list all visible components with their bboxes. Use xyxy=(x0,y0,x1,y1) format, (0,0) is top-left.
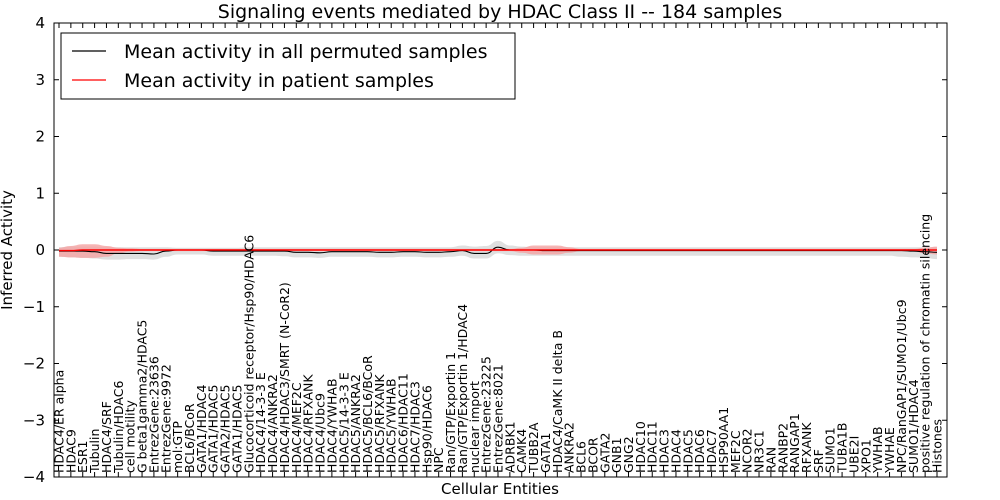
x-tick-label: SUMO1 xyxy=(823,427,838,473)
x-tick-label: HDAC3 xyxy=(657,429,672,473)
patient-spread-band xyxy=(59,244,937,258)
x-tick-label: EntrezGene:23636 xyxy=(146,356,161,473)
y-tick-label: −2 xyxy=(23,355,45,373)
x-tick-label: GATA1/HDAC4 xyxy=(194,384,209,473)
x-tick-label: CAMK4 xyxy=(514,429,529,473)
x-tick-label: HDAC5 xyxy=(680,429,695,473)
x-tick-label: RANGAP1 xyxy=(787,413,802,473)
x-tick-label: MEF2C xyxy=(728,430,743,473)
x-tick-label: ANKRA2 xyxy=(562,422,577,473)
x-tick-label: HDAC4/HDAC3/SMRT (N-CoR2) xyxy=(277,282,292,473)
x-tick-label: Ran/GTP/Exportin 1 xyxy=(443,352,458,473)
x-tick-label: HDAC7/HDAC3 xyxy=(407,381,422,473)
x-tick-label: HDAC4/ANKRA2 xyxy=(265,374,280,473)
x-tick-label: HDAC4/YWHAB xyxy=(324,378,339,473)
x-tick-label: Glucocorticoid receptor/Hsp90/HDAC6 xyxy=(241,235,256,473)
x-tick-label: HDAC4/RFXANK xyxy=(301,374,316,473)
x-tick-label: HDAC5/YWHAB xyxy=(384,378,399,473)
x-tick-label: HDAC4/SRF xyxy=(99,401,114,473)
x-tick-label: GATA1/HDAC5 xyxy=(206,385,221,473)
y-tick-label: −3 xyxy=(23,411,45,429)
x-tick-label: HDAC4/ER alpha xyxy=(52,370,67,473)
legend: Mean activity in all permuted samples Me… xyxy=(60,32,516,100)
y-axis-label: Inferred Activity xyxy=(0,190,16,310)
x-tick-label: HDAC6 xyxy=(692,429,707,473)
x-tick-label: GATA2 xyxy=(597,433,612,473)
x-axis-label: Cellular Entities xyxy=(441,480,559,498)
x-tick-label: YWHAB xyxy=(870,426,885,474)
x-tick-label: Ran/GTP/Exportin 1/HDAC4 xyxy=(455,304,470,473)
x-tick-label: HDAC4/CaMK II delta B xyxy=(550,330,565,473)
x-tick-label: HDAC4/Ubc9 xyxy=(313,393,328,473)
patient-mean-line xyxy=(59,249,937,252)
x-tick-label: NCOR2 xyxy=(740,428,755,473)
y-axis: −4 −3 −2 −1 0 1 2 3 4 xyxy=(23,14,947,486)
x-tick-label: BCOR xyxy=(585,437,600,473)
x-tick-label: HSP90AA1 xyxy=(716,407,731,473)
x-tick-label: YWHAE xyxy=(882,427,897,474)
x-tick-label: ESR1 xyxy=(75,441,90,473)
x-tick-label: HDAC5/14-3-3 E xyxy=(336,372,351,473)
y-tick-label: 3 xyxy=(35,71,45,89)
y-tick-label: 2 xyxy=(35,128,45,146)
x-tick-label: EntrezGene:8021 xyxy=(491,364,506,473)
x-tick-label: HDAC5/ANKRA2 xyxy=(348,374,363,473)
x-tick-label: ADRBK1 xyxy=(502,421,517,473)
series-lines xyxy=(58,246,938,255)
chart-title: Signaling events mediated by HDAC Class … xyxy=(218,1,782,23)
x-tick-label: NPC/RanGAP1/SUMO1/Ubc9 xyxy=(894,299,909,473)
x-tick-label: HDAC7 xyxy=(704,429,719,473)
x-tick-label: HDAC4 xyxy=(668,429,683,473)
x-tick-label: GATA2/HDAC5 xyxy=(218,385,233,473)
x-tick-label: GATA1/HDAC5 xyxy=(229,385,244,473)
x-tick-label: RAN xyxy=(763,447,778,473)
x-tick-label: NPC xyxy=(431,447,446,473)
x-tick-label: SUMO1/HDAC4 xyxy=(906,379,921,473)
x-tick-label: mol:GTP xyxy=(170,421,185,473)
x-tick-label: BCL6/BCoR xyxy=(182,403,197,473)
x-tick-label: TUBB2A xyxy=(526,422,541,474)
y-tick-label: −1 xyxy=(23,298,45,316)
legend-label-patient: Mean activity in patient samples xyxy=(124,70,434,92)
x-tick-label: HDAC5/BCL6/BCoR xyxy=(360,355,375,473)
y-tick-label: 4 xyxy=(35,14,45,32)
x-axis: HDAC4/ER alphaHDAC9ESR1TubulinHDAC4/SRFT… xyxy=(52,23,945,477)
x-tick-label: Hsp90/HDAC6 xyxy=(419,385,434,473)
x-tick-label: Histones xyxy=(930,419,945,473)
x-tick-label: cell motility xyxy=(123,399,138,473)
x-tick-label: RFXANK xyxy=(799,422,814,473)
y-tick-label: 0 xyxy=(35,241,45,259)
x-tick-label: HDAC9 xyxy=(63,429,78,473)
y-tick-label: −4 xyxy=(23,468,45,486)
x-tick-label: GATA1 xyxy=(538,433,553,473)
x-tick-label: GNG2 xyxy=(621,436,636,473)
x-tick-label: EntrezGene:9972 xyxy=(158,364,173,473)
x-tick-label: nuclear import xyxy=(467,381,482,473)
x-tick-label: SRF xyxy=(811,449,826,473)
x-tick-label: Tubulin xyxy=(87,429,102,474)
x-tick-label: HDAC5/RFXANK xyxy=(372,374,387,473)
x-tick-label: G beta1gamma2/HDAC5 xyxy=(135,320,150,473)
legend-label-permuted: Mean activity in all permuted samples xyxy=(124,41,487,63)
x-tick-label: XPO1 xyxy=(858,439,873,473)
x-tick-label: TUBA1B xyxy=(835,423,850,474)
x-tick-label: HDAC10 xyxy=(633,421,648,473)
legend-box xyxy=(60,32,516,100)
x-tick-label: RANBP2 xyxy=(775,423,790,473)
x-tick-label: HDAC6/HDAC11 xyxy=(396,373,411,473)
y-tick-label: 1 xyxy=(35,184,45,202)
x-tick-label: HDAC4/MEF2C xyxy=(289,382,304,473)
x-tick-label: HDAC4/14-3-3 E xyxy=(253,372,268,473)
x-tick-label: Tubulin/HDAC6 xyxy=(111,381,126,474)
x-tick-label: HDAC11 xyxy=(645,421,660,473)
x-tick-label: EntrezGene:23225 xyxy=(479,356,494,473)
x-tick-label: BCL6 xyxy=(574,441,589,473)
x-tick-label: NR3C1 xyxy=(752,430,767,473)
x-tick-label: positive regulation of chromatin silenci… xyxy=(918,214,933,473)
x-tick-label: GNB1 xyxy=(609,437,624,473)
x-tick-label: UBE2I xyxy=(846,436,861,473)
